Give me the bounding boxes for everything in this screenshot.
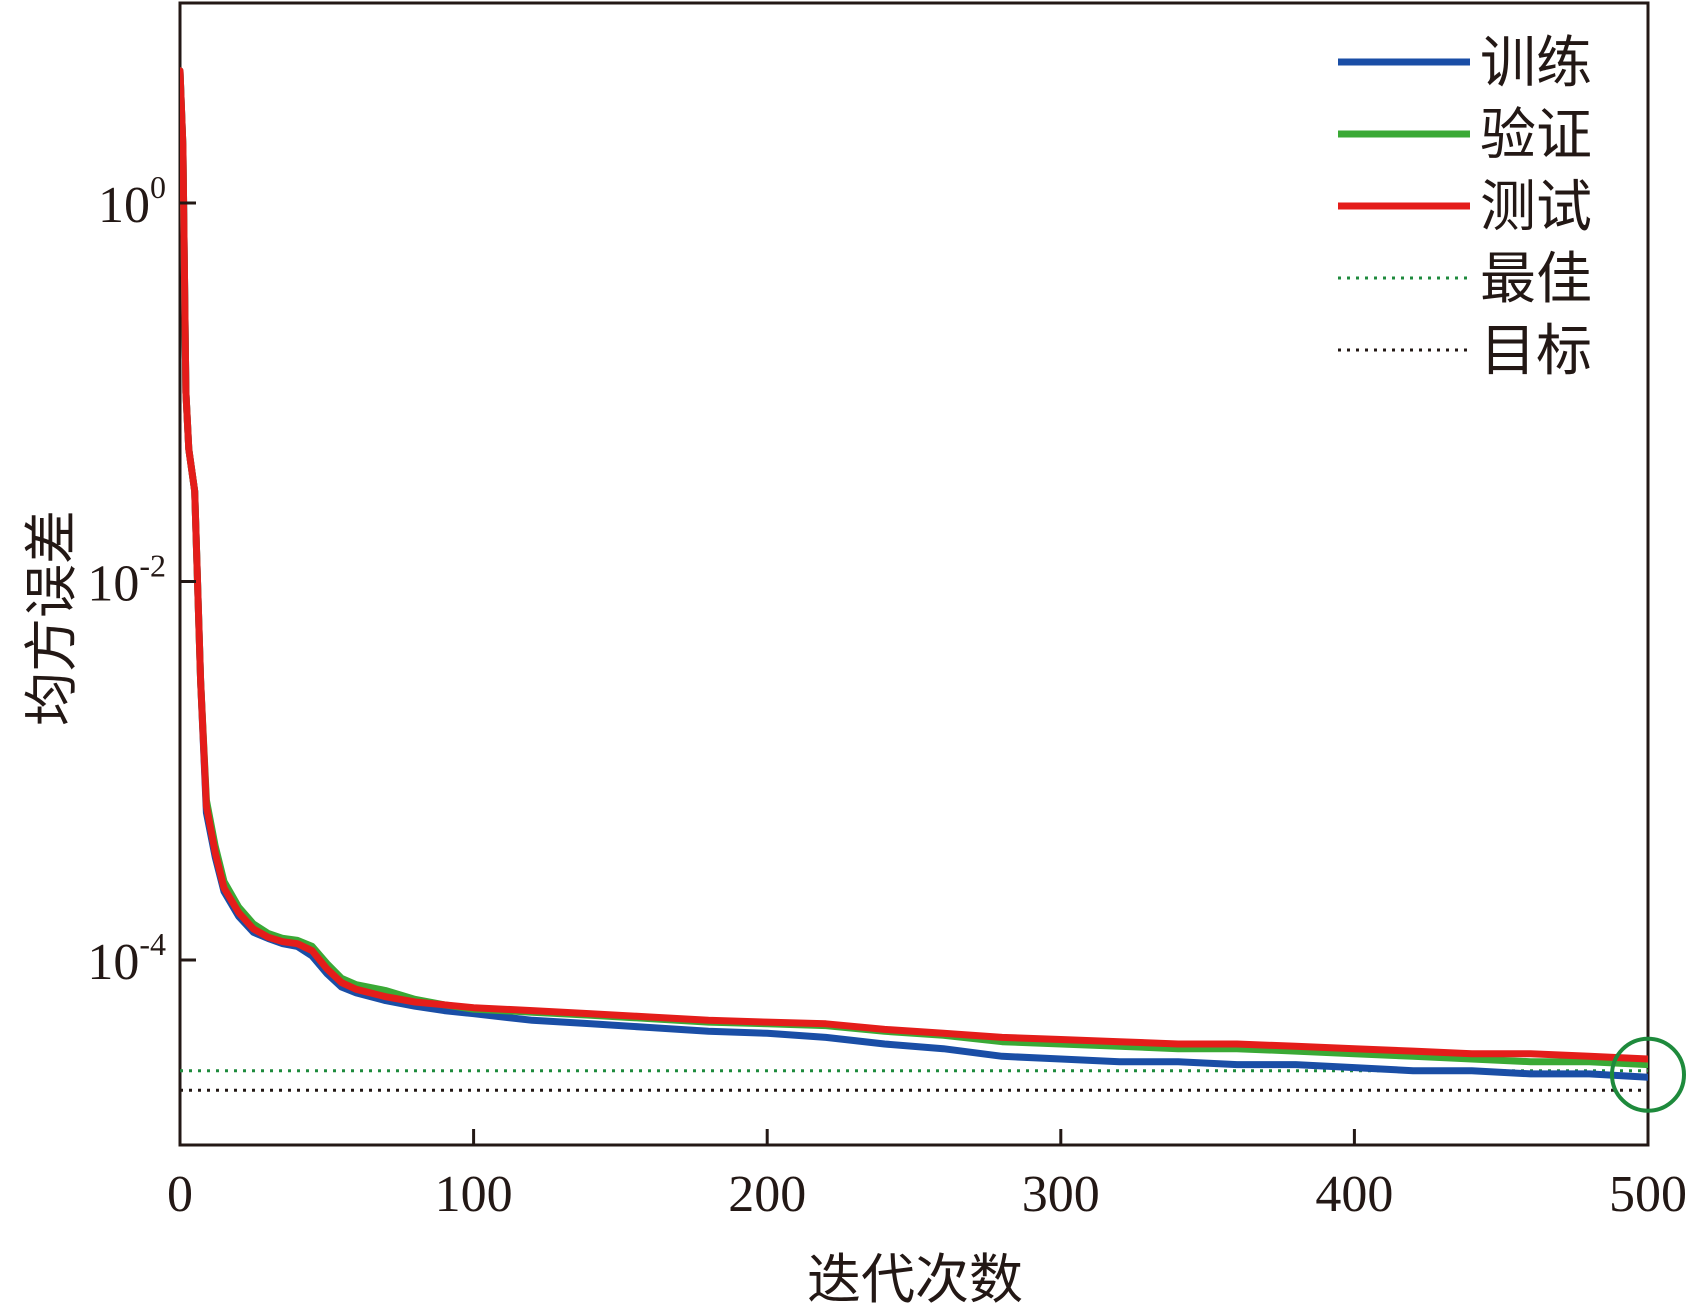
x-tick-label: 400 <box>1315 1166 1393 1223</box>
plot-frame <box>178 1 1650 1147</box>
y-tick-label: 10-2 <box>87 548 166 613</box>
plot-area <box>178 1 1686 1147</box>
x-axis: 0 100 200 300 400 500 <box>167 1129 1687 1223</box>
x-tick-label: 500 <box>1609 1166 1687 1223</box>
x-axis-title: 迭代次数 <box>807 1248 1023 1311</box>
series-line-0 <box>180 67 1648 1081</box>
legend-label-4: 目标 <box>1480 319 1592 384</box>
legend-label-3: 最佳 <box>1480 247 1592 312</box>
legend-label-0: 训练 <box>1480 31 1592 96</box>
y-axis: 100 10-2 10-4 <box>87 169 196 991</box>
series-line-1 <box>180 67 1648 1069</box>
x-tick-label: 300 <box>1022 1166 1100 1223</box>
y-tick-label: 10-4 <box>87 926 166 991</box>
legend-label-2: 测试 <box>1480 175 1592 240</box>
series-line-2 <box>180 67 1648 1063</box>
best-epoch-marker <box>1610 1036 1686 1113</box>
y-tick-label: 100 <box>98 169 166 234</box>
x-tick-label: 100 <box>435 1166 513 1223</box>
x-tick-label: 200 <box>728 1166 806 1223</box>
y-axis-title: 均方误差 <box>20 510 83 726</box>
legend-label-1: 验证 <box>1480 103 1592 168</box>
x-tick-label: 0 <box>167 1166 193 1223</box>
